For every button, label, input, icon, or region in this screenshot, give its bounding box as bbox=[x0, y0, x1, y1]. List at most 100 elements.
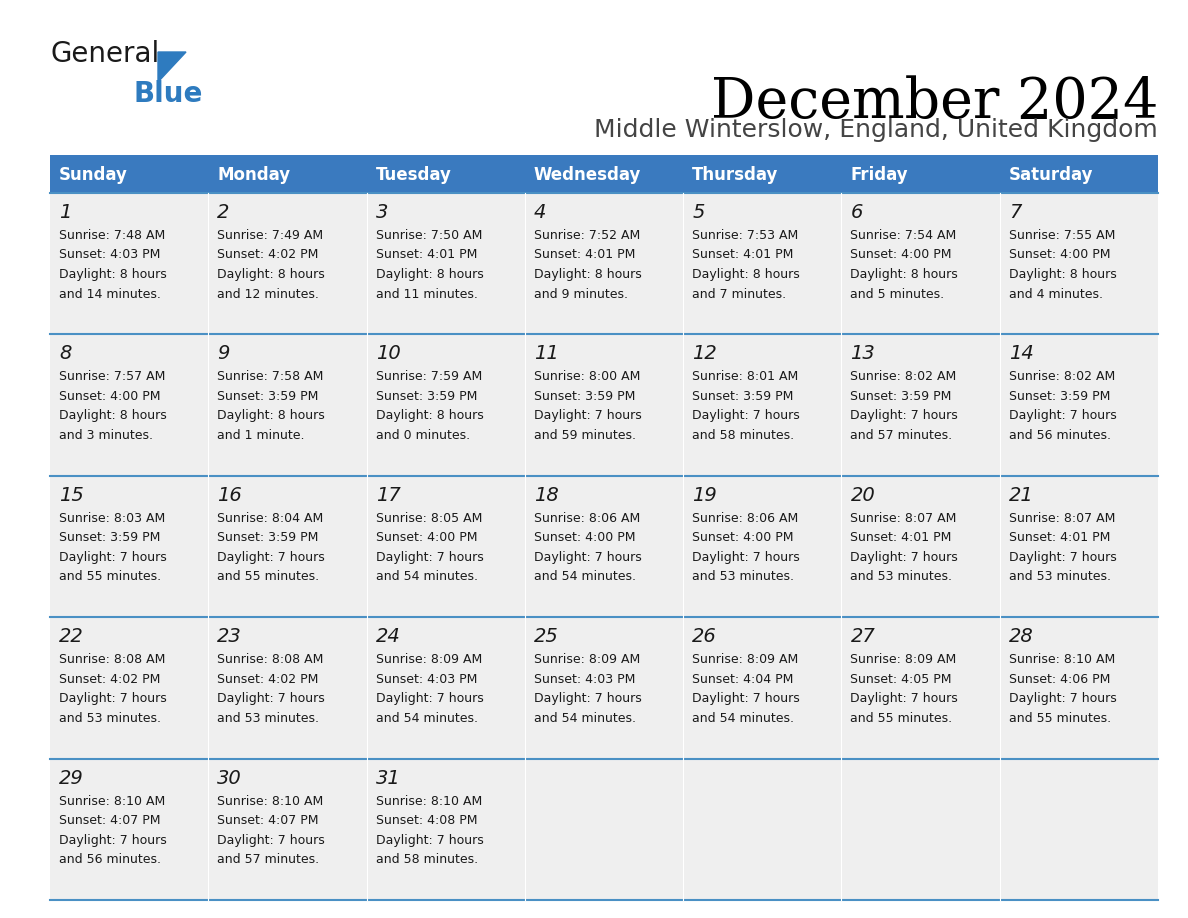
Text: Daylight: 8 hours: Daylight: 8 hours bbox=[851, 268, 959, 281]
Bar bbox=[525, 334, 683, 476]
Bar bbox=[367, 476, 525, 617]
Bar bbox=[367, 617, 525, 758]
Text: Daylight: 7 hours: Daylight: 7 hours bbox=[851, 692, 959, 705]
Bar bbox=[208, 476, 367, 617]
Text: 25: 25 bbox=[533, 627, 558, 646]
Text: and 53 minutes.: and 53 minutes. bbox=[693, 570, 794, 583]
Text: Sunset: 4:04 PM: Sunset: 4:04 PM bbox=[693, 673, 794, 686]
Text: Daylight: 8 hours: Daylight: 8 hours bbox=[217, 268, 326, 281]
Bar bbox=[683, 334, 841, 476]
Text: Sunset: 4:00 PM: Sunset: 4:00 PM bbox=[59, 390, 160, 403]
Text: Daylight: 7 hours: Daylight: 7 hours bbox=[375, 551, 484, 564]
Text: Daylight: 7 hours: Daylight: 7 hours bbox=[693, 409, 800, 422]
Text: and 56 minutes.: and 56 minutes. bbox=[59, 853, 162, 866]
Text: Sunrise: 7:50 AM: Sunrise: 7:50 AM bbox=[375, 229, 482, 242]
Text: Sunset: 4:03 PM: Sunset: 4:03 PM bbox=[375, 673, 476, 686]
Text: Sunset: 4:02 PM: Sunset: 4:02 PM bbox=[217, 673, 318, 686]
Text: Sunrise: 8:00 AM: Sunrise: 8:00 AM bbox=[533, 370, 640, 384]
Text: and 1 minute.: and 1 minute. bbox=[217, 429, 305, 442]
Text: Sunset: 4:01 PM: Sunset: 4:01 PM bbox=[375, 249, 476, 262]
Text: Daylight: 7 hours: Daylight: 7 hours bbox=[693, 692, 800, 705]
Text: Sunrise: 7:54 AM: Sunrise: 7:54 AM bbox=[851, 229, 956, 242]
Text: 8: 8 bbox=[59, 344, 71, 364]
Bar bbox=[841, 758, 1000, 900]
Text: Daylight: 7 hours: Daylight: 7 hours bbox=[1009, 551, 1117, 564]
Text: 22: 22 bbox=[59, 627, 83, 646]
Text: Sunrise: 7:57 AM: Sunrise: 7:57 AM bbox=[59, 370, 165, 384]
Bar bbox=[50, 476, 208, 617]
Text: 15: 15 bbox=[59, 486, 83, 505]
Text: Daylight: 7 hours: Daylight: 7 hours bbox=[217, 834, 326, 846]
Text: 2: 2 bbox=[217, 203, 229, 222]
Bar bbox=[683, 617, 841, 758]
Text: Daylight: 8 hours: Daylight: 8 hours bbox=[693, 268, 800, 281]
Text: Monday: Monday bbox=[217, 166, 290, 184]
Text: 18: 18 bbox=[533, 486, 558, 505]
Bar bbox=[1000, 155, 1158, 193]
Text: Sunset: 4:01 PM: Sunset: 4:01 PM bbox=[1009, 532, 1110, 544]
Text: Daylight: 8 hours: Daylight: 8 hours bbox=[59, 268, 166, 281]
Text: and 53 minutes.: and 53 minutes. bbox=[851, 570, 953, 583]
Text: Sunrise: 8:09 AM: Sunrise: 8:09 AM bbox=[693, 654, 798, 666]
Text: Daylight: 7 hours: Daylight: 7 hours bbox=[375, 692, 484, 705]
Text: Daylight: 7 hours: Daylight: 7 hours bbox=[217, 692, 326, 705]
Text: Daylight: 8 hours: Daylight: 8 hours bbox=[1009, 268, 1117, 281]
Text: and 55 minutes.: and 55 minutes. bbox=[59, 570, 162, 583]
Text: Sunset: 4:07 PM: Sunset: 4:07 PM bbox=[217, 814, 318, 827]
Text: Sunrise: 7:55 AM: Sunrise: 7:55 AM bbox=[1009, 229, 1116, 242]
Text: 24: 24 bbox=[375, 627, 400, 646]
Bar bbox=[208, 617, 367, 758]
Text: and 5 minutes.: and 5 minutes. bbox=[851, 287, 944, 300]
Text: Sunrise: 8:03 AM: Sunrise: 8:03 AM bbox=[59, 512, 165, 525]
Bar bbox=[50, 155, 208, 193]
Text: Daylight: 8 hours: Daylight: 8 hours bbox=[59, 409, 166, 422]
Text: Wednesday: Wednesday bbox=[533, 166, 642, 184]
Text: Daylight: 7 hours: Daylight: 7 hours bbox=[851, 551, 959, 564]
Bar bbox=[683, 193, 841, 334]
Text: General: General bbox=[50, 40, 159, 68]
Bar bbox=[367, 334, 525, 476]
Text: 21: 21 bbox=[1009, 486, 1034, 505]
Text: December 2024: December 2024 bbox=[710, 75, 1158, 129]
Text: and 54 minutes.: and 54 minutes. bbox=[375, 711, 478, 724]
Text: Sunrise: 8:07 AM: Sunrise: 8:07 AM bbox=[851, 512, 956, 525]
Text: Blue: Blue bbox=[134, 80, 203, 108]
Text: Sunset: 3:59 PM: Sunset: 3:59 PM bbox=[375, 390, 476, 403]
Text: Daylight: 8 hours: Daylight: 8 hours bbox=[375, 409, 484, 422]
Polygon shape bbox=[158, 52, 187, 82]
Text: Sunset: 3:59 PM: Sunset: 3:59 PM bbox=[851, 390, 952, 403]
Bar bbox=[50, 334, 208, 476]
Bar bbox=[367, 193, 525, 334]
Text: Daylight: 7 hours: Daylight: 7 hours bbox=[533, 692, 642, 705]
Bar bbox=[683, 476, 841, 617]
Bar bbox=[683, 758, 841, 900]
Text: Tuesday: Tuesday bbox=[375, 166, 451, 184]
Text: Sunset: 3:59 PM: Sunset: 3:59 PM bbox=[59, 532, 160, 544]
Text: and 0 minutes.: and 0 minutes. bbox=[375, 429, 469, 442]
Text: 19: 19 bbox=[693, 486, 716, 505]
Text: Sunset: 4:05 PM: Sunset: 4:05 PM bbox=[851, 673, 952, 686]
Text: and 12 minutes.: and 12 minutes. bbox=[217, 287, 320, 300]
Text: Sunset: 3:59 PM: Sunset: 3:59 PM bbox=[217, 532, 318, 544]
Text: and 59 minutes.: and 59 minutes. bbox=[533, 429, 636, 442]
Text: 20: 20 bbox=[851, 486, 876, 505]
Text: Daylight: 7 hours: Daylight: 7 hours bbox=[533, 551, 642, 564]
Text: Sunrise: 7:48 AM: Sunrise: 7:48 AM bbox=[59, 229, 165, 242]
Text: Sunset: 4:07 PM: Sunset: 4:07 PM bbox=[59, 814, 160, 827]
Text: and 54 minutes.: and 54 minutes. bbox=[693, 711, 794, 724]
Text: Sunrise: 8:02 AM: Sunrise: 8:02 AM bbox=[851, 370, 956, 384]
Bar bbox=[50, 758, 208, 900]
Bar bbox=[1000, 476, 1158, 617]
Text: Saturday: Saturday bbox=[1009, 166, 1093, 184]
Text: Sunset: 3:59 PM: Sunset: 3:59 PM bbox=[1009, 390, 1110, 403]
Text: Sunset: 4:06 PM: Sunset: 4:06 PM bbox=[1009, 673, 1110, 686]
Text: Sunset: 4:03 PM: Sunset: 4:03 PM bbox=[59, 249, 160, 262]
Text: and 9 minutes.: and 9 minutes. bbox=[533, 287, 627, 300]
Text: and 53 minutes.: and 53 minutes. bbox=[1009, 570, 1111, 583]
Text: 31: 31 bbox=[375, 768, 400, 788]
Text: Sunset: 4:00 PM: Sunset: 4:00 PM bbox=[1009, 249, 1111, 262]
Text: and 55 minutes.: and 55 minutes. bbox=[851, 711, 953, 724]
Text: Sunset: 4:02 PM: Sunset: 4:02 PM bbox=[217, 249, 318, 262]
Text: 28: 28 bbox=[1009, 627, 1034, 646]
Text: Daylight: 7 hours: Daylight: 7 hours bbox=[375, 834, 484, 846]
